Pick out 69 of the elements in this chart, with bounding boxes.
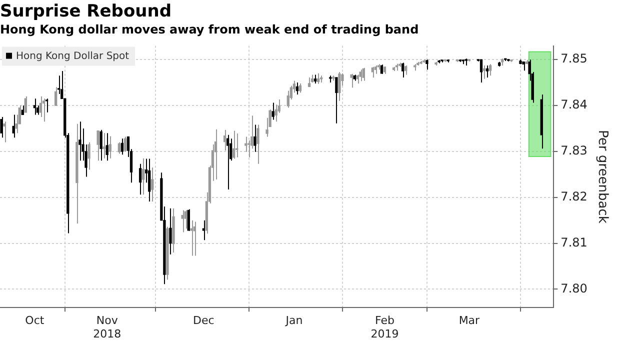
candlestick: [362, 67, 365, 82]
candlestick: [488, 64, 492, 76]
candlestick: [120, 138, 124, 156]
candlestick: [232, 130, 236, 160]
x-tick-label: Oct: [25, 314, 45, 328]
x-tick-label: Nov 2018: [93, 314, 122, 340]
candlestick: [24, 96, 27, 113]
candlestick: [108, 136, 112, 159]
candlestick: [298, 82, 302, 94]
candlestick: [3, 121, 6, 143]
candlestick: [33, 98, 36, 116]
candlestick: [138, 163, 142, 196]
candlestick: [124, 136, 127, 152]
candlestick: [12, 114, 15, 138]
chart-subtitle: Hong Kong dollar moves away from weak end of trading band: [0, 22, 419, 37]
candlestick: [254, 124, 256, 152]
candlestick: [404, 65, 408, 76]
candlestick: [335, 76, 338, 124]
candlestick: [106, 132, 108, 162]
candlestick: [426, 59, 428, 70]
y-tick-label: 7.85: [560, 52, 588, 66]
candlestick: [96, 130, 100, 162]
candlestick: [272, 102, 274, 120]
candlestick: [169, 208, 172, 255]
candlestick: [244, 136, 248, 152]
candlestick: [214, 128, 218, 180]
y-tick-label: 7.82: [560, 189, 588, 204]
y-tick-label: 7.84: [560, 98, 588, 112]
y-axis-title: Per greenback: [594, 130, 610, 224]
candlestick: [371, 66, 374, 78]
candlestick: [78, 121, 82, 162]
candlestick: [0, 116, 3, 138]
candlestick: [226, 134, 230, 190]
candlestick: [148, 158, 151, 202]
candlestick: [482, 65, 486, 80]
candlestick: [359, 69, 362, 82]
candlestick: [54, 86, 58, 106]
candlestick: [39, 96, 42, 118]
candlestick: [100, 129, 102, 162]
y-tick-label: 7.83: [560, 144, 588, 158]
candlestick: [480, 59, 483, 84]
candlestick: [187, 208, 190, 232]
candlestick: [181, 210, 184, 233]
y-tick-label: 7.80: [560, 281, 588, 296]
chart-title: Surprise Rebound: [0, 2, 172, 22]
candlestick: [184, 210, 187, 230]
x-tick-label: Dec: [193, 314, 214, 328]
candlestick: [88, 142, 90, 170]
candlestick: [42, 98, 46, 122]
candlestick: [486, 65, 489, 78]
x-tick-label: Jan: [284, 314, 303, 328]
candlestick: [223, 129, 226, 152]
candlestick: [256, 124, 260, 164]
candlestick: [202, 220, 205, 241]
candlestick: [58, 75, 60, 95]
candlestick: [102, 132, 106, 159]
candlestick: [151, 167, 154, 202]
legend-label: Hong Kong Dollar Spot: [16, 50, 130, 62]
candlestick: [142, 158, 145, 196]
candlestick: [308, 76, 311, 88]
candlestick: [286, 90, 290, 108]
candlestick: [350, 73, 353, 88]
candlestick: [248, 140, 250, 158]
candlestick: [317, 72, 320, 84]
y-tick-label: 7.81: [560, 235, 588, 250]
candlestick: [338, 71, 341, 102]
x-tick-label: Feb 2019: [370, 314, 399, 340]
x-tick-label: Mar: [458, 314, 480, 328]
candlestick: [190, 220, 193, 256]
